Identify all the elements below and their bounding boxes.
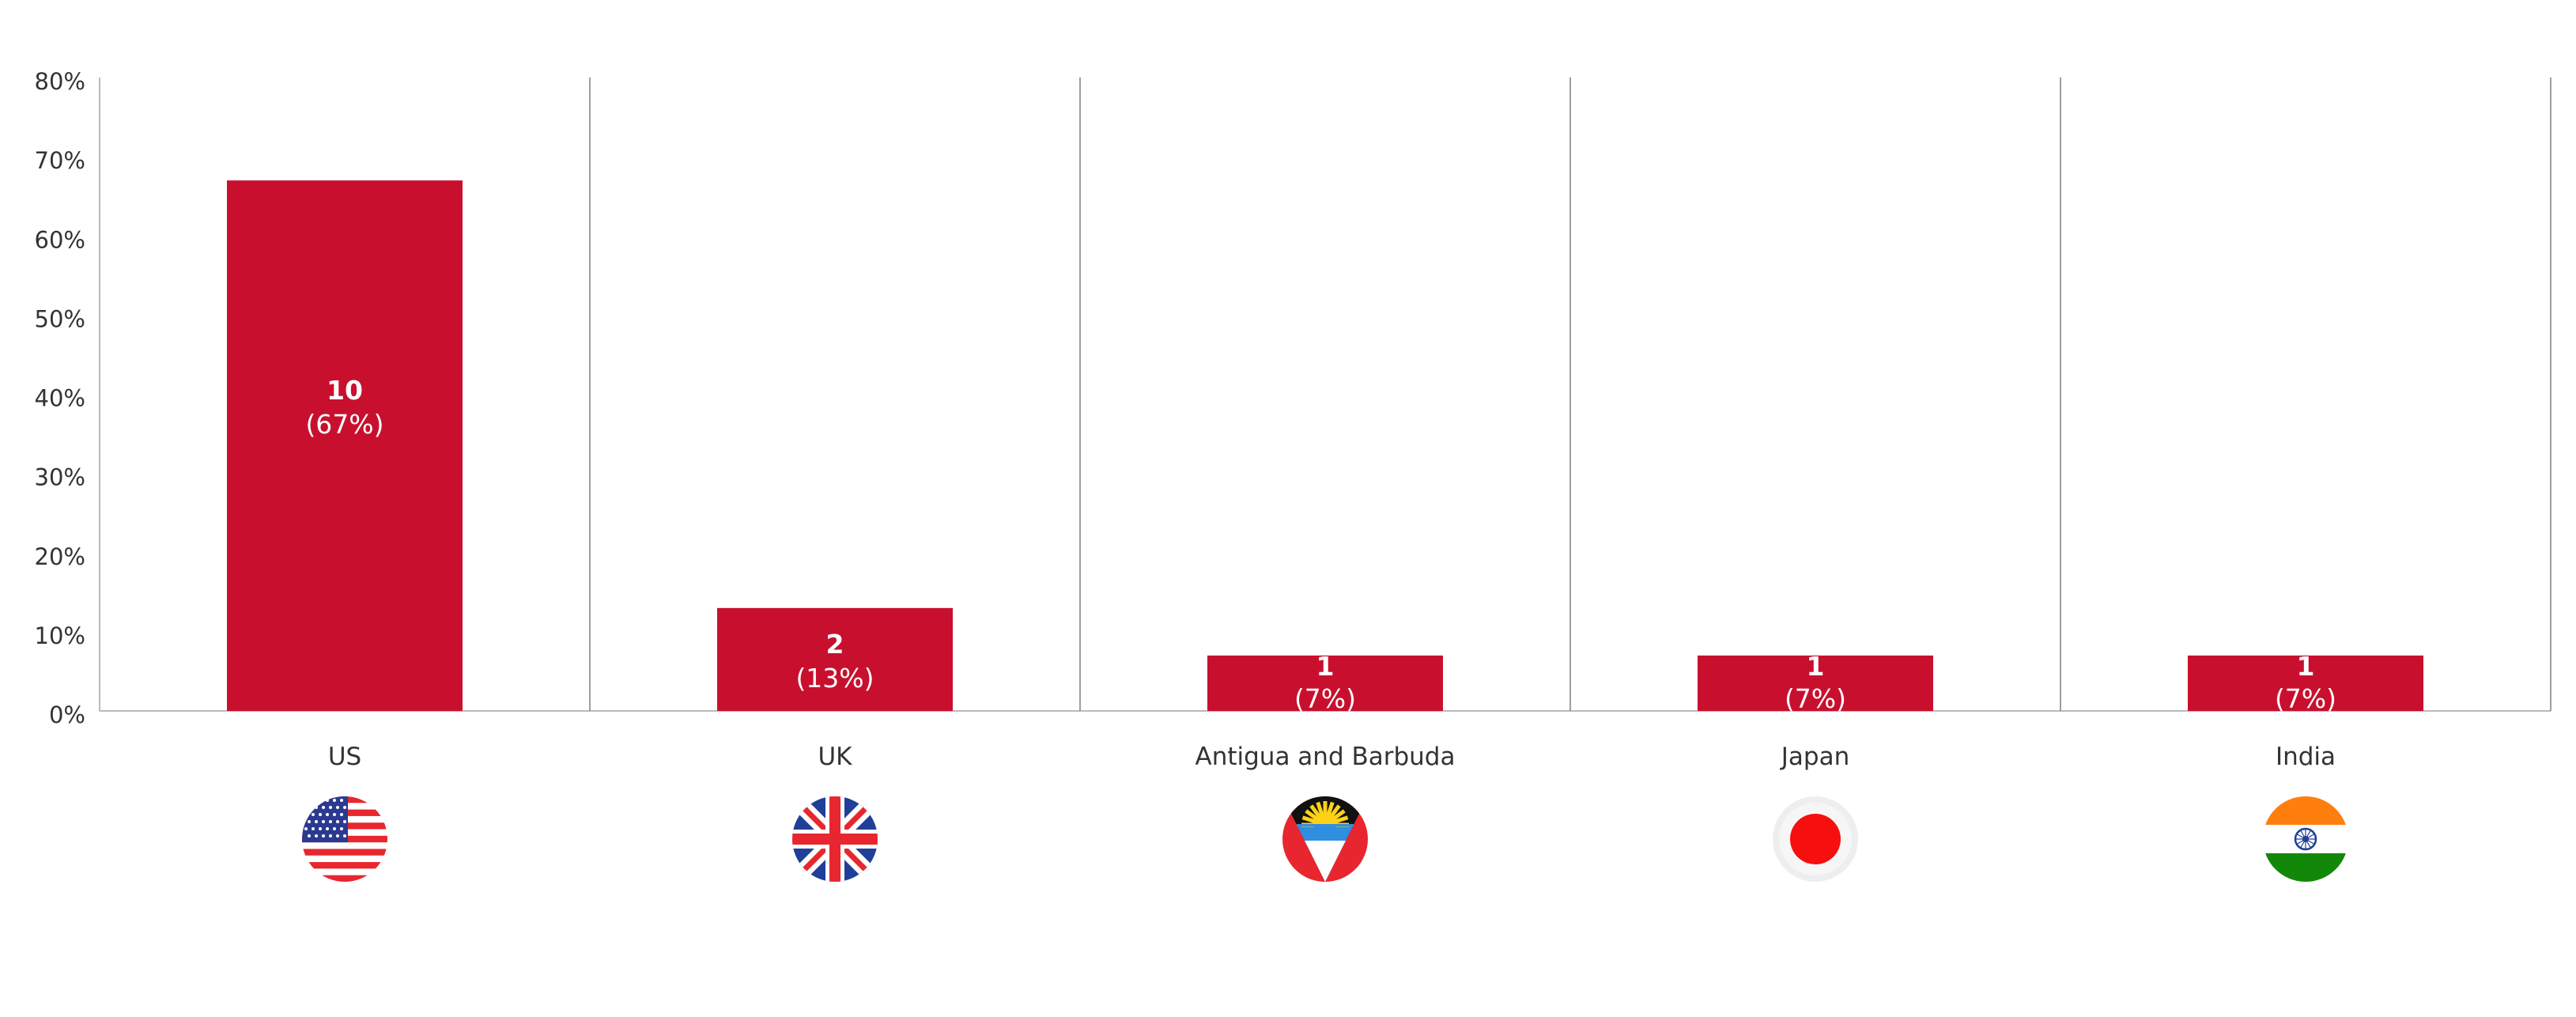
uk-flag-icon xyxy=(792,796,878,882)
india-flag-icon xyxy=(2263,796,2348,882)
x-tick-label: Antigua and Barbuda xyxy=(1195,743,1456,771)
japan-flag-icon xyxy=(1773,796,1858,882)
bar-count-label: 1 xyxy=(1316,651,1335,682)
y-tick-label: 50% xyxy=(35,305,85,332)
y-tick-label: 60% xyxy=(35,226,85,253)
bar xyxy=(227,180,463,712)
bar xyxy=(1698,655,1933,711)
bar-count-label: 2 xyxy=(826,629,844,660)
us-flag-icon xyxy=(302,796,387,882)
bar-count-label: 10 xyxy=(327,375,363,406)
y-tick-label: 20% xyxy=(35,543,85,570)
x-tick-label: UK xyxy=(818,743,852,771)
bar-count-label: 1 xyxy=(1807,651,1825,682)
y-tick-label: 30% xyxy=(35,464,85,491)
bar-percent-label: (7%) xyxy=(1785,683,1846,714)
bar-count-label: 1 xyxy=(2297,651,2315,682)
y-tick-label: 80% xyxy=(35,68,85,95)
bar xyxy=(2188,655,2423,711)
y-tick-label: 70% xyxy=(35,147,85,174)
bar-percent-label: (7%) xyxy=(2275,683,2336,714)
bar xyxy=(717,607,953,711)
y-tick-label: 0% xyxy=(49,701,85,728)
bar-percent-label: (13%) xyxy=(795,663,874,694)
y-tick-label: 40% xyxy=(35,385,85,412)
x-tick-label: US xyxy=(328,743,361,771)
y-tick-label: 10% xyxy=(35,622,85,649)
x-tick-label: Japan xyxy=(1780,743,1849,771)
x-tick-label: India xyxy=(2276,743,2336,771)
antigua-and-barbuda-flag-icon xyxy=(1282,796,1368,882)
bar xyxy=(1207,655,1443,711)
bar-percent-label: (67%) xyxy=(305,409,383,440)
bar-percent-label: (7%) xyxy=(1294,683,1356,714)
